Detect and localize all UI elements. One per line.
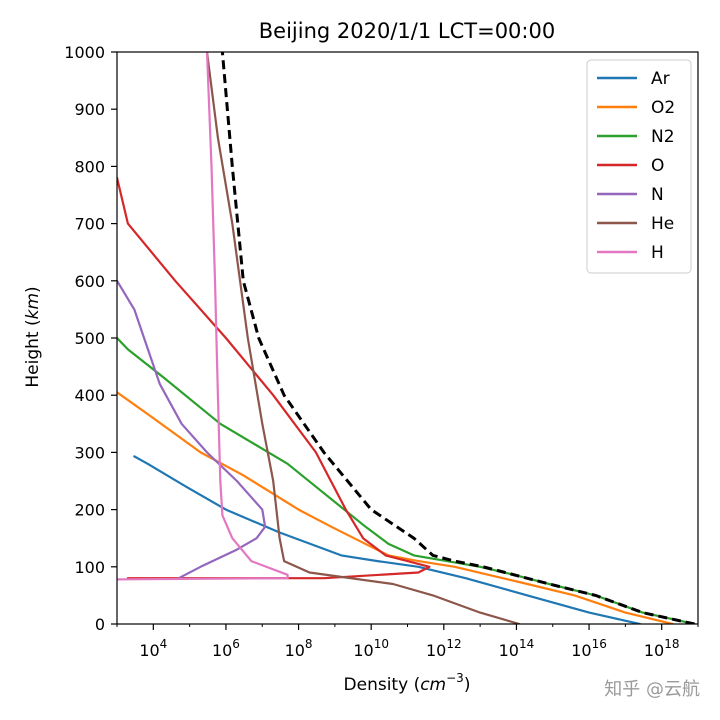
legend-label-h: H xyxy=(651,243,664,263)
y-tick-label: 400 xyxy=(74,386,105,405)
x-tick-label: 108 xyxy=(285,637,313,660)
axes-layer: 0 100 200 300 400 500 600 700 800 900 1000 104 106 10… xyxy=(64,43,699,660)
legend-label-o: O xyxy=(651,156,664,176)
x-axis-unit: cm xyxy=(420,675,446,695)
legend-box xyxy=(586,59,692,274)
x-tick-label: 1014 xyxy=(499,637,535,660)
x-axis-title: Density (cm−3) xyxy=(344,671,471,695)
y-axis-title: Height (km) xyxy=(23,286,43,387)
y-tick-label: 300 xyxy=(74,443,105,462)
legend-label-n2: N2 xyxy=(651,127,675,147)
y-axis-label: Height xyxy=(23,326,43,388)
x-axis-unit-exponent: −3 xyxy=(446,671,464,685)
x-tick-label: 1018 xyxy=(644,637,680,660)
y-tick-label: 600 xyxy=(74,272,105,291)
y-tick-label: 200 xyxy=(74,501,105,520)
x-tick-label: 106 xyxy=(212,637,240,660)
x-tick-label: 104 xyxy=(139,637,167,660)
x-tick-label: 1010 xyxy=(353,637,389,660)
x-axis-label: Density xyxy=(344,675,414,695)
series-line-h xyxy=(117,52,289,581)
y-tick-label: 100 xyxy=(74,558,105,577)
y-tick-label: 700 xyxy=(74,215,105,234)
x-tick-label: 1012 xyxy=(426,637,462,660)
x-tick-label: 1016 xyxy=(571,637,607,660)
series-layer xyxy=(117,52,696,624)
legend-label-he: He xyxy=(651,214,674,234)
series-line-ar xyxy=(133,455,641,624)
legend-label-ar: Ar xyxy=(651,69,670,89)
series-line-total xyxy=(220,52,695,624)
legend-label-o2: O2 xyxy=(651,98,675,118)
y-tick-label: 1000 xyxy=(64,43,105,62)
series-line-o xyxy=(117,176,431,580)
y-tick-label: 800 xyxy=(74,157,105,176)
y-axis-unit: km xyxy=(23,293,43,319)
chart-title: Beijing 2020/1/1 LCT=00:00 xyxy=(259,19,555,43)
y-tick-label: 900 xyxy=(74,100,105,119)
legend-label-n: N xyxy=(651,185,664,205)
y-tick-label: 500 xyxy=(74,329,105,348)
y-tick-label: 0 xyxy=(95,615,105,634)
series-line-he xyxy=(205,52,521,624)
legend: Ar O2 N2 ON He H xyxy=(586,59,692,274)
series-line-n xyxy=(117,279,267,580)
watermark: 知乎 @云航 xyxy=(604,679,700,700)
